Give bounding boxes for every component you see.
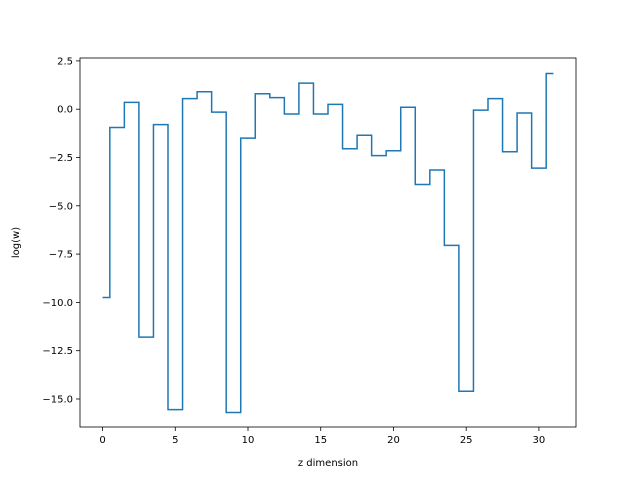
x-tick-label: 25 xyxy=(460,435,473,446)
series-layer xyxy=(102,72,554,414)
y-tick-label: 0.0 xyxy=(57,105,73,116)
y-tick-label: −12.5 xyxy=(42,346,73,357)
x-tick-label: 15 xyxy=(314,435,327,446)
plot-frame xyxy=(79,57,577,428)
x-axis-label: z dimension xyxy=(298,458,358,469)
x-tick-label: 30 xyxy=(533,435,546,446)
x-tick-label: 0 xyxy=(99,435,105,446)
y-tick-label: −7.5 xyxy=(49,250,73,261)
y-tick-label: −5.0 xyxy=(49,201,73,212)
y-tick-label: −10.0 xyxy=(42,298,73,309)
x-tick-label: 20 xyxy=(387,435,400,446)
y-axis-label: log(w) xyxy=(11,227,22,258)
series-line-0 xyxy=(102,72,554,414)
x-axis-ticks: 0 5 10 15 20 25 30 xyxy=(99,427,545,446)
y-axis-ticks: 2.5 0.0 −2.5 −5.0 −7.5 −10.0 −12.5 −15.0 xyxy=(42,56,80,405)
y-tick-label: −15.0 xyxy=(42,394,73,405)
y-tick-label: 2.5 xyxy=(57,56,73,67)
x-tick-label: 5 xyxy=(172,435,178,446)
y-tick-label: −2.5 xyxy=(49,153,73,164)
x-tick-label: 10 xyxy=(242,435,255,446)
